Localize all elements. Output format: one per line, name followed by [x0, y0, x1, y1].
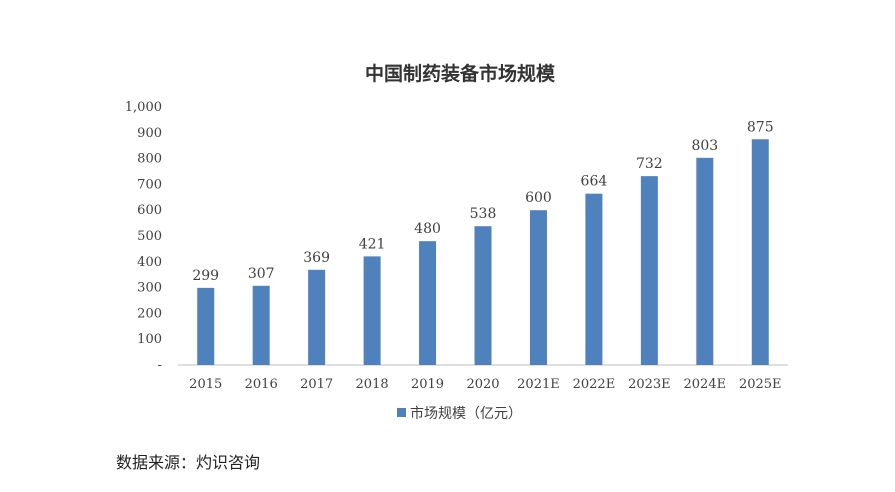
y-tick-label: 1,000: [125, 100, 162, 115]
bar: [585, 193, 603, 365]
bar: [640, 176, 658, 365]
bar-chart: 中国制药装备市场规模 - 100 200 300 400 500 600 700 800 900 1…: [125, 62, 788, 422]
y-tick-label: 900: [137, 126, 162, 141]
data-label: 803: [691, 138, 718, 154]
data-label: 664: [581, 174, 608, 190]
data-labels: 299 307 369 421 480 538 600 664 732 803 875: [192, 119, 773, 284]
x-tick-label: 2020: [466, 377, 499, 392]
x-tick-label: 2018: [356, 377, 389, 392]
y-tick-label: 100: [137, 332, 162, 347]
x-tick-label: 2025E: [739, 377, 782, 392]
data-label: 732: [636, 156, 663, 172]
y-tick-label: 200: [137, 306, 162, 321]
bar: [529, 210, 547, 365]
chart-title: 中国制药装备市场规模: [365, 62, 556, 85]
x-tick-label: 2024E: [684, 377, 727, 392]
bar: [751, 139, 769, 365]
source-note: 数据来源：灼识咨询: [116, 453, 261, 472]
x-tick-label: 2023E: [628, 377, 671, 392]
y-tick-label: -: [158, 358, 162, 373]
bar: [474, 226, 492, 365]
bar: [308, 269, 326, 365]
y-tick-label: 800: [137, 152, 162, 167]
y-tick-label: 400: [137, 255, 162, 270]
legend-label: 市场规模（亿元）: [410, 405, 522, 422]
bar: [252, 285, 270, 365]
data-label: 538: [470, 206, 497, 222]
x-tick-label: 2016: [245, 377, 278, 392]
data-label: 307: [248, 266, 275, 282]
y-tick-label: 700: [137, 177, 162, 192]
x-axis-ticks: 2015 2016 2017 2018 2019 2020 2021E 2022E 2023E 2…: [189, 377, 781, 392]
y-tick-label: 600: [137, 203, 162, 218]
legend: 市场规模（亿元）: [397, 405, 522, 422]
bar: [419, 241, 437, 365]
bar: [696, 157, 714, 365]
y-tick-label: 300: [137, 281, 162, 296]
data-label: 480: [414, 221, 441, 237]
bars: [197, 139, 769, 365]
data-label: 369: [303, 250, 330, 266]
legend-swatch: [397, 408, 406, 417]
data-label: 421: [359, 236, 386, 252]
data-label: 299: [192, 268, 219, 284]
bar: [363, 256, 381, 365]
bar: [197, 287, 215, 365]
x-tick-label: 2022E: [573, 377, 616, 392]
x-tick-label: 2017: [300, 377, 333, 392]
y-tick-label: 500: [137, 229, 162, 244]
data-label: 875: [747, 119, 774, 135]
x-tick-label: 2019: [411, 377, 444, 392]
x-tick-label: 2021E: [517, 377, 560, 392]
y-axis-ticks: - 100 200 300 400 500 600 700 800 900 1,000: [125, 100, 162, 373]
x-tick-label: 2015: [189, 377, 222, 392]
data-label: 600: [525, 190, 552, 206]
